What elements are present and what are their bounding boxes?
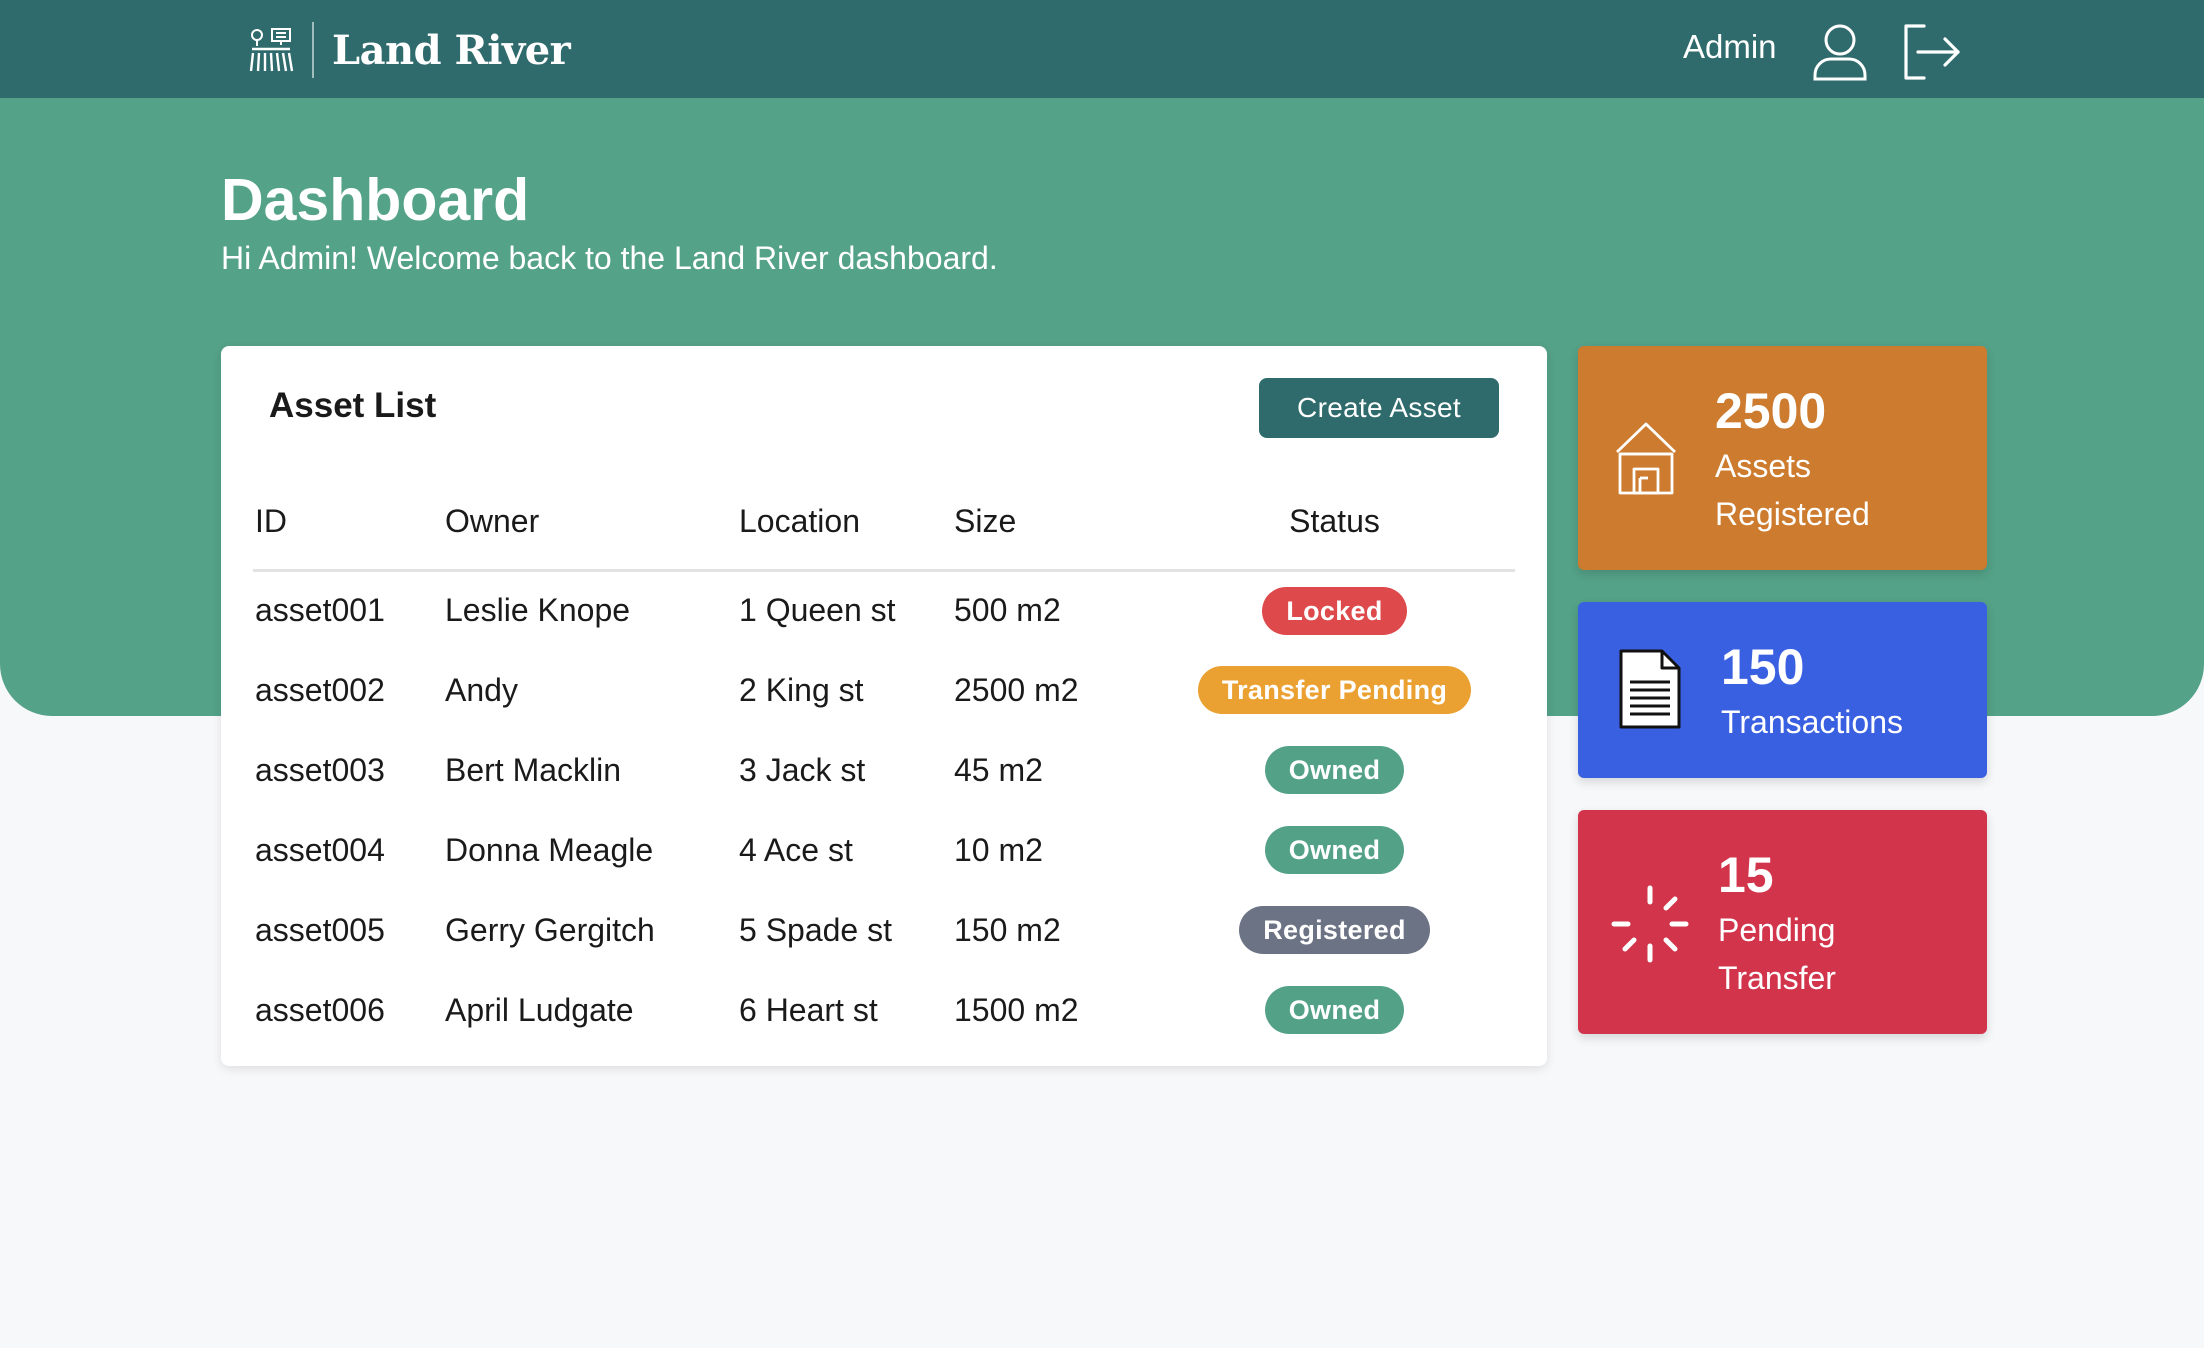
table-row[interactable]: asset003 Bert Macklin 3 Jack st 45 m2 Ow…: [253, 730, 1515, 810]
cell-size: 500 m2: [954, 592, 1061, 629]
column-header-status: Status: [1152, 474, 1515, 572]
cell-id: asset005: [255, 911, 385, 948]
table-row[interactable]: asset005 Gerry Gergitch 5 Spade st 150 m…: [253, 890, 1515, 970]
cell-size: 1500 m2: [954, 991, 1079, 1028]
status-badge: Owned: [1264, 826, 1405, 874]
cell-status: Owned: [1152, 730, 1515, 810]
cell-status: Owned: [1152, 810, 1515, 890]
cell-id: asset001: [255, 592, 385, 629]
table-header-row: ID Owner Location Size Status: [253, 474, 1515, 572]
brand-name: Land River: [332, 26, 571, 74]
stat-assets-label: Assets Registered: [1715, 448, 1870, 532]
cell-id: asset004: [255, 831, 385, 868]
cell-size: 10 m2: [954, 831, 1043, 868]
nav-user-name[interactable]: Admin: [1683, 28, 1777, 65]
cell-status: Transfer Pending: [1152, 650, 1515, 730]
logout-icon[interactable]: [1902, 22, 1962, 82]
table-row[interactable]: asset001 Leslie Knope 1 Queen st 500 m2 …: [253, 570, 1515, 650]
table-row[interactable]: asset006 April Ludgate 6 Heart st 1500 m…: [253, 970, 1515, 1050]
status-badge: Registered: [1239, 906, 1430, 954]
stat-pending-value: 15: [1718, 847, 1774, 903]
status-badge: Transfer Pending: [1197, 666, 1472, 714]
brand[interactable]: Land River: [246, 22, 571, 78]
create-asset-button[interactable]: Create Asset: [1259, 378, 1499, 438]
cell-id: asset006: [255, 991, 385, 1028]
house-icon: [1616, 422, 1676, 495]
top-navbar: Land River Admin: [0, 0, 2204, 98]
status-badge: Owned: [1264, 986, 1405, 1034]
table-row[interactable]: asset004 Donna Meagle 4 Ace st 10 m2 Own…: [253, 810, 1515, 890]
cell-location: 1 Queen st: [739, 592, 896, 629]
cell-id: asset003: [255, 751, 385, 788]
cell-owner: April Ludgate: [445, 991, 634, 1028]
cell-size: 45 m2: [954, 751, 1043, 788]
user-icon[interactable]: [1812, 22, 1868, 82]
cell-owner: Bert Macklin: [445, 751, 622, 788]
cell-location: 6 Heart st: [739, 991, 878, 1028]
table-row[interactable]: asset002 Andy 2 King st 2500 m2 Transfer…: [253, 650, 1515, 730]
cell-size: 2500 m2: [954, 671, 1079, 708]
cell-owner: Leslie Knope: [445, 592, 631, 629]
stat-card-assets[interactable]: 2500 Assets Registered: [1578, 346, 1987, 570]
stat-assets-value: 2500: [1715, 383, 1827, 439]
column-header-owner: Owner: [443, 474, 737, 572]
cell-status: Owned: [1152, 970, 1515, 1050]
cell-location: 2 King st: [739, 671, 864, 708]
cell-location: 5 Spade st: [739, 911, 892, 948]
page-title: Dashboard: [221, 167, 530, 233]
page-subtitle: Hi Admin! Welcome back to the Land River…: [221, 240, 998, 276]
cell-owner: Gerry Gergitch: [445, 911, 655, 948]
cell-location: 4 Ace st: [739, 831, 853, 868]
asset-table: ID Owner Location Size Status asset001 L…: [253, 474, 1515, 1050]
asset-list-card: Asset List Create Asset ID Owner Locatio…: [221, 346, 1547, 1066]
document-icon: [1619, 649, 1681, 729]
stat-card-pending-transfer[interactable]: 15 Pending Transfer: [1578, 810, 1987, 1034]
cell-size: 150 m2: [954, 911, 1061, 948]
column-header-id: ID: [253, 474, 443, 572]
cell-owner: Donna Meagle: [445, 831, 654, 868]
stat-transactions-label: Transactions: [1721, 704, 1903, 740]
spinner-icon: [1611, 885, 1689, 963]
stat-transactions-value: 150: [1721, 639, 1805, 695]
status-badge: Owned: [1264, 746, 1405, 794]
status-badge: Locked: [1262, 586, 1407, 635]
column-header-size: Size: [952, 474, 1152, 572]
asset-list-title: Asset List: [269, 386, 437, 425]
cell-location: 3 Jack st: [739, 751, 866, 788]
column-header-location: Location: [737, 474, 952, 572]
stat-pending-label: Pending Transfer: [1718, 912, 1836, 996]
cell-status: Locked: [1152, 570, 1515, 650]
cell-status: Registered: [1152, 890, 1515, 970]
cell-owner: Andy: [445, 671, 518, 708]
land-river-logo-icon: [249, 28, 294, 72]
brand-divider: [312, 22, 314, 78]
cell-id: asset002: [255, 671, 385, 708]
stat-card-transactions[interactable]: 150 Transactions: [1578, 602, 1987, 778]
